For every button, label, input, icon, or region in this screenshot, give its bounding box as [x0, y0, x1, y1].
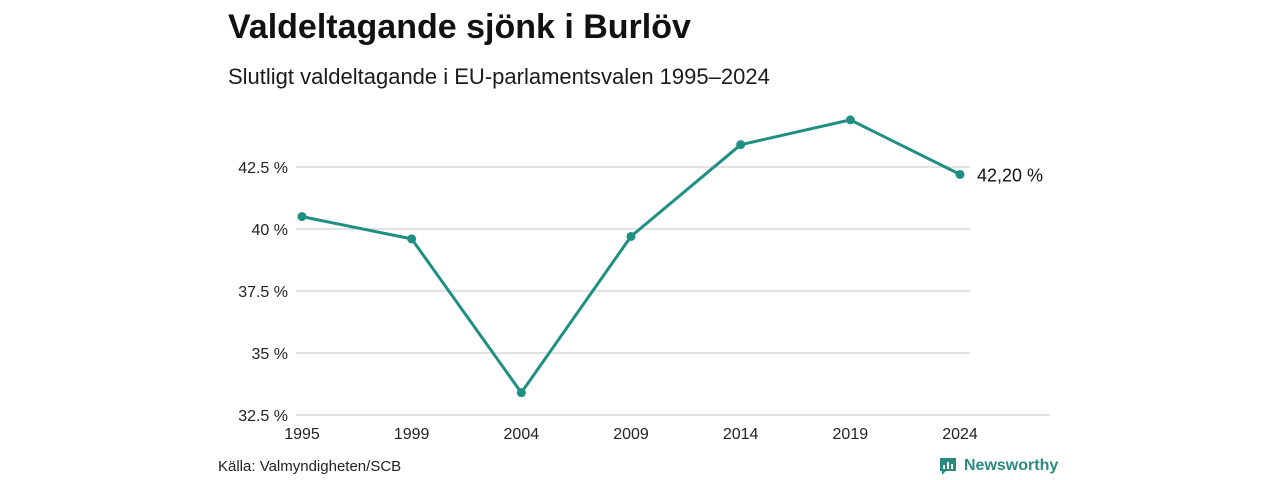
data-point — [516, 388, 526, 398]
series-line — [300, 118, 962, 395]
end-value-label: 42,20 % — [977, 165, 1043, 185]
data-points — [297, 115, 965, 398]
y-tick-label: 42.5 % — [238, 160, 288, 177]
x-tick-label: 1995 — [284, 426, 320, 443]
data-point — [407, 234, 417, 244]
grid-lines — [296, 166, 970, 354]
labels: 32.5 % 35 % 37.5 % 40 % 42.5 % 1995 1999 2004 20… — [238, 160, 1043, 443]
y-tick-label: 40 % — [252, 222, 288, 239]
x-tick-label: 2024 — [942, 426, 978, 443]
chart-title: Valdeltagande sjönk i Burlöv — [228, 8, 691, 46]
y-tick-label: 35 % — [252, 346, 288, 363]
source-note: Källa: Valmyndigheten/SCB — [218, 458, 402, 475]
data-point — [626, 231, 636, 241]
y-tick-label: 37.5 % — [238, 284, 288, 301]
chart-subtitle: Slutligt valdeltagande i EU-parlamentsva… — [228, 64, 770, 89]
x-tick-label: 2014 — [723, 426, 759, 443]
data-point — [736, 140, 746, 150]
newsworthy-logo-icon — [940, 458, 956, 475]
series-layer — [300, 118, 962, 395]
data-point — [297, 212, 307, 222]
x-tick-label: 1999 — [394, 426, 430, 443]
data-point — [845, 115, 855, 125]
x-tick-label: 2009 — [613, 426, 649, 443]
y-tick-label: 32.5 % — [238, 408, 288, 425]
x-tick-label: 2019 — [833, 426, 869, 443]
brand-name: Newsworthy — [964, 457, 1059, 474]
x-tick-label: 2004 — [504, 426, 540, 443]
data-point — [955, 169, 965, 179]
brand-logo: Newsworthy — [938, 456, 1058, 476]
